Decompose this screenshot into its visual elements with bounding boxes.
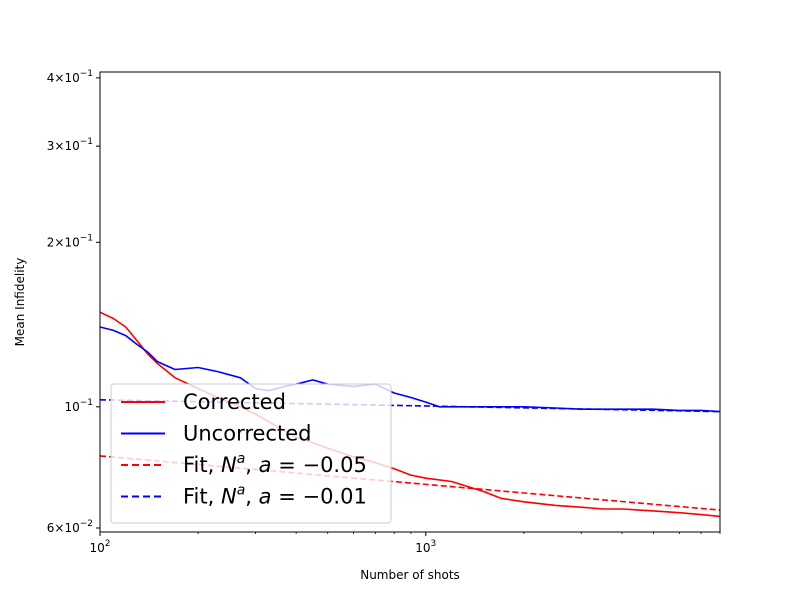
x-axis: 102 103 [89, 532, 721, 555]
y-axis-label: Mean Infidelity [13, 258, 27, 347]
legend-label-2: Fit, Na, a = −0.05 [183, 451, 367, 477]
legend-label-1: Uncorrected [183, 422, 311, 446]
y-tick-label-4: 4×10−1 [47, 69, 93, 85]
x-tick-label-1: 103 [415, 539, 436, 555]
x-axis-label: Number of shots [360, 568, 460, 582]
legend-box [110, 383, 392, 524]
y-axis: 6×10−2 10−1 2×10−1 3×10−1 4×10−1 [47, 69, 100, 535]
y-tick-label-0: 6×10−2 [47, 519, 93, 535]
plot-frame [99, 71, 721, 533]
legend-label-0: Corrected [183, 390, 286, 414]
y-tick-label-3: 3×10−1 [47, 137, 93, 153]
legend-label-3: Fit, Na, a = −0.01 [183, 483, 367, 509]
y-tick-label-2: 2×10−1 [47, 233, 93, 249]
x-tick-label-0: 102 [89, 539, 110, 555]
legend: Corrected Uncorrected Fit, Na, a = −0.05 Fi… [110, 383, 392, 524]
y-tick-label-1: 10−1 [64, 398, 93, 414]
